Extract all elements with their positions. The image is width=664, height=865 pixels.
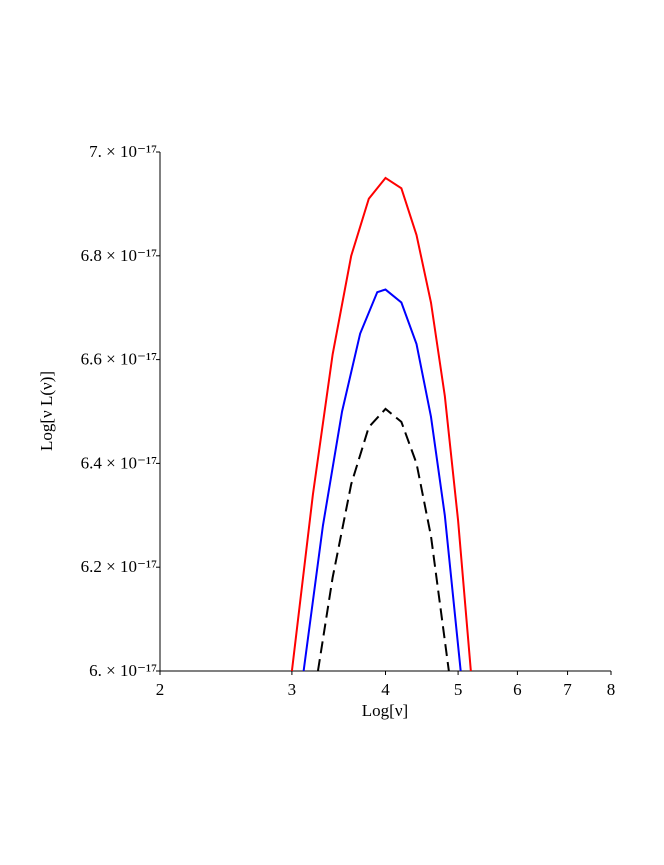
y-tick-label: 6.6 × 10⁻¹⁷ [81,350,157,369]
y-tick-label: 6.2 × 10⁻¹⁷ [81,557,157,576]
x-tick-label: 5 [454,680,463,699]
x-tick-label: 2 [156,680,165,699]
x-tick-label: 3 [288,680,297,699]
line [302,288,462,672]
line [290,176,472,672]
y-tick-label: 6.8 × 10⁻¹⁷ [81,246,157,265]
x-tick-label: 6 [513,680,522,699]
y-tick-label: 7. × 10⁻¹⁷ [89,142,157,161]
y-tick-label: 6.4 × 10⁻¹⁷ [81,453,157,472]
x-tick-label: 7 [563,680,572,699]
x-tick-label: 4 [381,680,390,699]
x-axis-label: Log[ν] [362,701,408,720]
line [316,407,450,672]
x-tick-label: 8 [607,680,616,699]
y-tick-label: 6. × 10⁻¹⁷ [89,661,157,680]
y-axis-label: Log[ν L(ν)] [37,371,56,451]
